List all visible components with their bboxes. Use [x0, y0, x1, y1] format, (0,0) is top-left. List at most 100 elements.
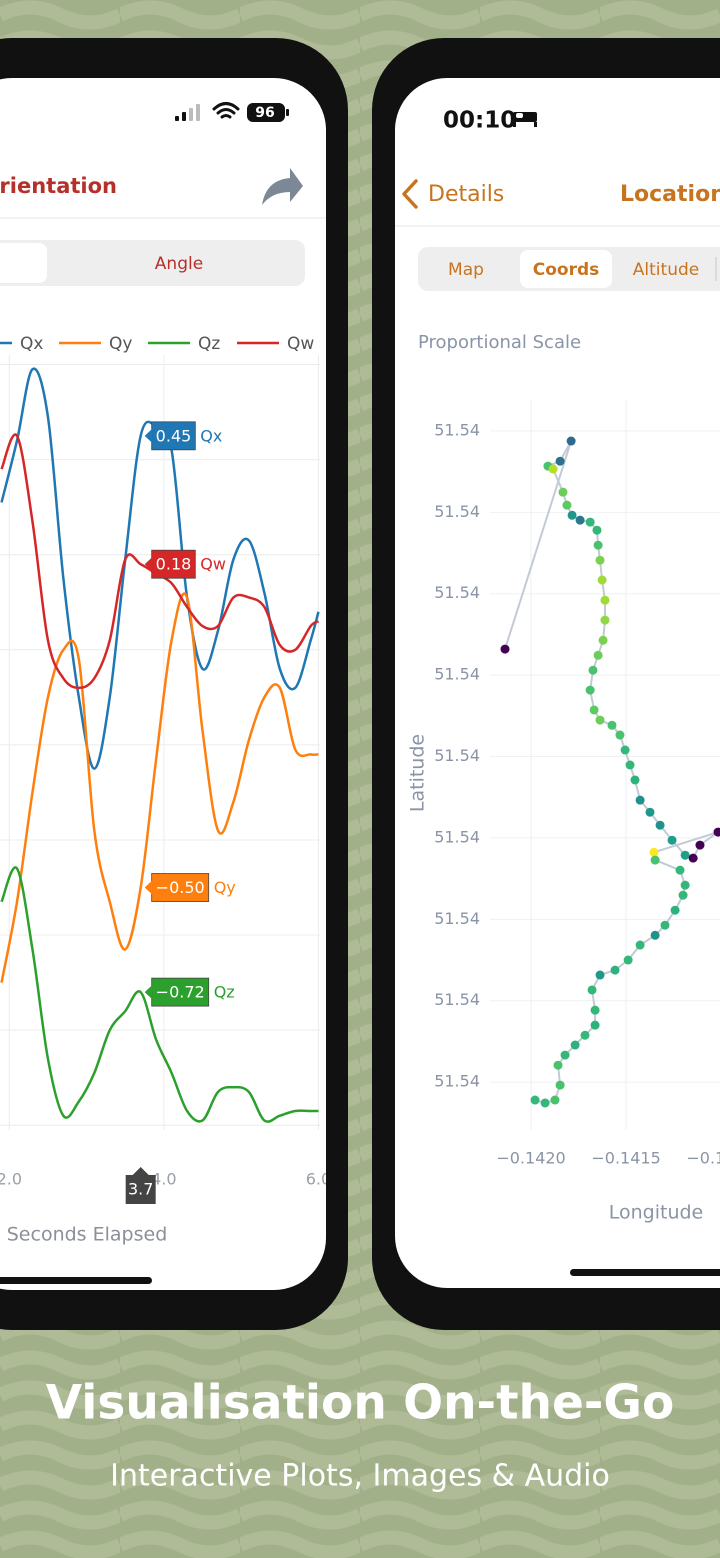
- point: [600, 595, 610, 605]
- point: [548, 464, 558, 474]
- tab-label[interactable]: Map: [448, 260, 484, 280]
- point: [650, 930, 660, 940]
- point: [623, 955, 633, 965]
- selected-tab[interactable]: [520, 250, 612, 288]
- hover-pointer: [144, 985, 153, 1000]
- hover-label: 0.45: [156, 426, 192, 445]
- battery-tip: [286, 109, 289, 116]
- share-button[interactable]: [262, 168, 303, 205]
- point: [635, 940, 645, 950]
- point: [550, 1095, 560, 1105]
- hover-label: −0.72: [156, 983, 205, 1002]
- point: [575, 515, 585, 525]
- point: [560, 1050, 570, 1060]
- point: [680, 850, 690, 860]
- back-button[interactable]: Details: [428, 182, 504, 207]
- point: [593, 540, 603, 550]
- y-tick-label: 51.54: [434, 420, 480, 439]
- point: [592, 525, 602, 535]
- point: [567, 510, 577, 520]
- tab-label[interactable]: Coords: [533, 260, 600, 280]
- point: [555, 456, 565, 466]
- battery-level: 96: [255, 105, 274, 121]
- point: [530, 1095, 540, 1105]
- point: [680, 880, 690, 890]
- point: [595, 555, 605, 565]
- point: [597, 575, 607, 585]
- x-tick-label: −0.1410: [686, 1149, 720, 1168]
- point: [585, 517, 595, 527]
- x-tick-label: −0.1420: [496, 1149, 565, 1168]
- left-screen: 96 Orientation Angle 2.0 4.0 6.0 Qx Qy Qz Qw 0.…: [0, 102, 331, 1284]
- screen-title: Location: [620, 182, 720, 207]
- hover-cursor-box: [125, 1175, 156, 1204]
- y-axis-title: Latitude: [407, 734, 429, 812]
- chart-title: Proportional Scale: [418, 332, 581, 353]
- location-chart: Proportional Scale 51.54 51.54 51.54 51.54 51…: [407, 332, 720, 1224]
- hover-pointer: [144, 428, 153, 443]
- point: [590, 1005, 600, 1015]
- point: [695, 840, 705, 850]
- point: [555, 1080, 565, 1090]
- hover-cursor-label: 3.7: [128, 1180, 153, 1199]
- x-tick-label: 4.0: [151, 1170, 176, 1189]
- hover-series-name: Qy: [214, 878, 236, 897]
- legend-label: Qz: [198, 334, 220, 354]
- point: [660, 920, 670, 930]
- point: [607, 720, 617, 730]
- phone-screen: [0, 78, 326, 1290]
- point: [558, 487, 568, 497]
- point: [610, 965, 620, 975]
- point: [678, 890, 688, 900]
- point: [598, 635, 608, 645]
- hover-label-box: [151, 873, 210, 902]
- segment-label[interactable]: Angle: [155, 254, 203, 274]
- point: [645, 807, 655, 817]
- point: [655, 820, 665, 830]
- phone-screen: [395, 78, 720, 1288]
- point: [600, 615, 610, 625]
- y-tick-label: 51.54: [434, 909, 480, 928]
- home-indicator: [570, 1269, 720, 1276]
- legend-label: Qw: [287, 334, 314, 354]
- home-indicator: [0, 1277, 152, 1284]
- series-line: [0, 866, 319, 1123]
- back-chevron[interactable]: [402, 179, 418, 209]
- point: [590, 1020, 600, 1030]
- point: [649, 847, 659, 857]
- point: [553, 1060, 563, 1070]
- hover-pointer: [144, 557, 153, 572]
- point: [630, 775, 640, 785]
- y-tick-label: 51.54: [434, 827, 480, 846]
- point: [595, 970, 605, 980]
- hover-cursor-pointer: [132, 1167, 149, 1175]
- x-tick-label: 2.0: [0, 1170, 22, 1189]
- point: [620, 745, 630, 755]
- legend-label: Qx: [20, 334, 43, 354]
- point: [688, 853, 698, 863]
- x-axis-title: Seconds Elapsed: [7, 1224, 168, 1246]
- point: [500, 644, 510, 654]
- x-tick-label: 6.0: [306, 1170, 331, 1189]
- y-tick-label: 51.54: [434, 502, 480, 521]
- y-tick-label: 51.54: [434, 746, 480, 765]
- point: [670, 905, 680, 915]
- hover-label-box: [151, 977, 210, 1007]
- hover-series-name: Qz: [214, 983, 235, 1002]
- point: [585, 685, 595, 695]
- status-time: 00:10: [443, 108, 516, 134]
- signal-icon: [175, 104, 200, 121]
- right-screen: 00:10 Details Location Map Coords Altitude…: [395, 108, 720, 1276]
- x-tick-label: −0.1415: [591, 1149, 660, 1168]
- hover-label: 0.18: [156, 555, 192, 574]
- point: [635, 795, 645, 805]
- hover-label-box: [151, 549, 196, 579]
- selected-segment[interactable]: [0, 243, 47, 283]
- point: [587, 985, 597, 995]
- point: [625, 760, 635, 770]
- tab-label[interactable]: Altitude: [633, 260, 699, 280]
- screen-title: Orientation: [0, 174, 117, 198]
- point: [593, 650, 603, 660]
- legend-label: Qy: [109, 334, 132, 354]
- y-tick-label: 51.54: [434, 990, 480, 1009]
